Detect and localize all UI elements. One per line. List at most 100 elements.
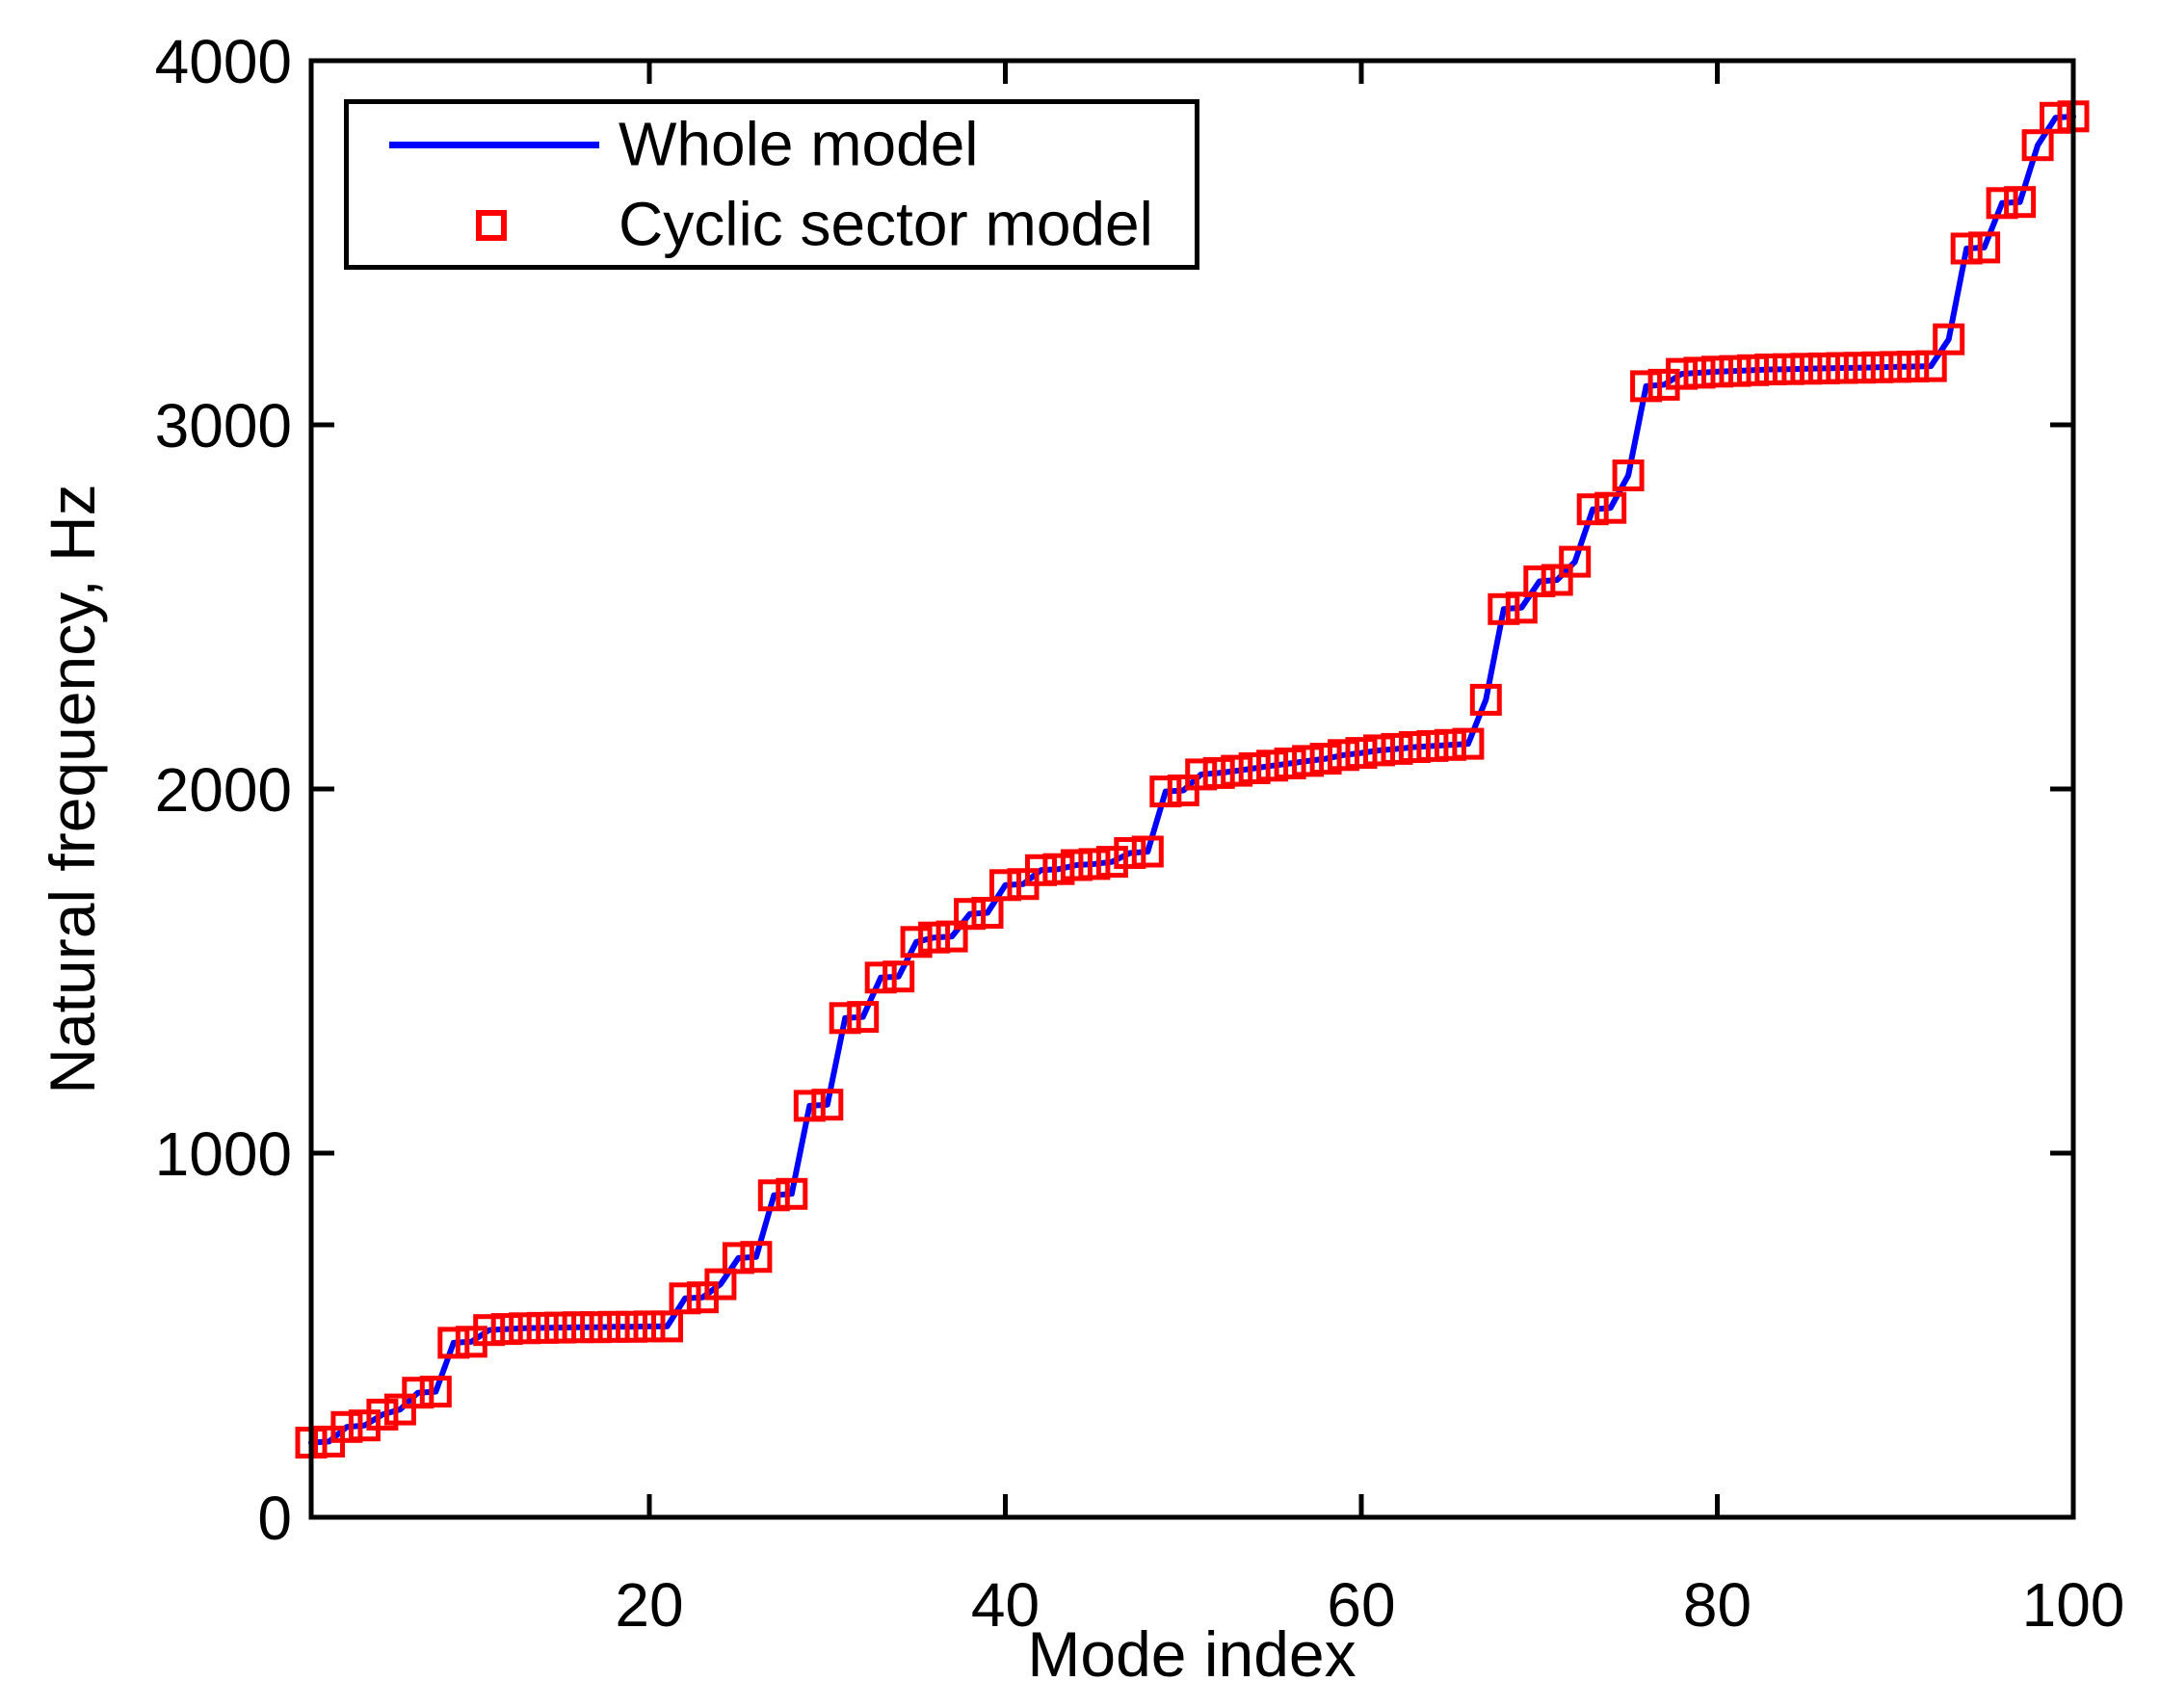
marker-point <box>1345 737 1378 770</box>
marker-point <box>633 1310 666 1343</box>
marker-point <box>419 1376 452 1408</box>
marker-point <box>1167 775 1199 806</box>
marker-point <box>1149 775 1182 808</box>
marker-point <box>811 1089 844 1121</box>
marker-point <box>864 961 897 994</box>
marker-point <box>989 869 1021 902</box>
chart-axes-layer <box>308 58 2076 1520</box>
marker-point <box>1434 728 1466 761</box>
marker-point <box>1683 356 1716 389</box>
marker-point <box>1025 854 1057 886</box>
marker-point <box>1202 756 1235 789</box>
marker-point <box>2021 129 2054 162</box>
chart-series-layer <box>295 100 2090 1458</box>
marker-point <box>1060 849 1093 881</box>
marker-point <box>1256 749 1289 782</box>
marker-point <box>1416 729 1449 762</box>
x-tick-label: 80 <box>1683 1570 1752 1640</box>
marker-point <box>1523 565 1556 597</box>
marker-point <box>1452 727 1485 760</box>
marker-point <box>383 1393 416 1426</box>
marker-point <box>829 1002 861 1035</box>
marker-point <box>722 1242 754 1274</box>
marker-point <box>900 926 933 959</box>
marker-point <box>544 1311 577 1344</box>
marker-point <box>1363 734 1395 767</box>
marker-point <box>1968 231 2001 264</box>
marker-point <box>669 1282 701 1315</box>
marker-point <box>918 921 951 954</box>
marker-point <box>1719 355 1752 387</box>
marker-point <box>1559 545 1592 578</box>
marker-point <box>954 898 987 931</box>
x-tick-label: 60 <box>1327 1570 1395 1640</box>
marker-point <box>1879 351 1911 383</box>
marker-point <box>1469 683 1502 716</box>
marker-point <box>1576 493 1609 526</box>
marker-point <box>704 1268 737 1301</box>
legend-label-cyclic-sector-model: Cyclic sector model <box>619 189 1153 259</box>
legend-label-whole-model: Whole model <box>619 109 979 179</box>
y-axis-title: Natural frequency, Hz <box>37 484 108 1094</box>
legend-item-cyclic-sector-model: Cyclic sector model <box>349 185 1195 265</box>
marker-point <box>1754 354 1787 385</box>
marker-point <box>1630 370 1663 403</box>
marker-point <box>580 1311 613 1344</box>
marker-point <box>882 960 915 993</box>
marker-point <box>1185 758 1218 791</box>
marker-point <box>1398 731 1431 763</box>
marker-point <box>1701 355 1733 388</box>
marker-point <box>1647 368 1680 401</box>
marker-point <box>1790 353 1823 385</box>
marker-point <box>437 1327 470 1359</box>
marker-point <box>1826 352 1858 384</box>
y-tick-label: 3000 <box>155 391 292 460</box>
marker-point <box>1381 732 1413 765</box>
marker-point <box>348 1409 381 1442</box>
legend-line-swatch <box>389 141 599 148</box>
x-tick-label: 100 <box>2022 1570 2125 1640</box>
marker-point <box>1950 232 1983 265</box>
y-tick-label: 2000 <box>155 755 292 825</box>
marker-point <box>473 1314 506 1347</box>
marker-point <box>1986 187 2018 220</box>
marker-point <box>490 1313 523 1346</box>
marker-point <box>793 1090 826 1122</box>
marker-point <box>740 1241 773 1274</box>
marker-point <box>597 1310 630 1343</box>
marker-point <box>616 1310 647 1343</box>
marker-point <box>1095 846 1128 879</box>
y-tick-label: 4000 <box>155 27 292 96</box>
marker-point <box>526 1311 559 1344</box>
legend: Whole model Cyclic sector model <box>344 99 1199 270</box>
marker-point <box>1914 350 1947 382</box>
marker-point <box>1807 352 1840 384</box>
marker-point <box>2040 101 2071 134</box>
marker-point <box>1897 351 1930 382</box>
marker-point <box>757 1179 790 1212</box>
marker-point <box>1861 351 1894 383</box>
marker-point <box>1541 564 1573 596</box>
marker-point <box>1292 745 1325 777</box>
marker-point <box>776 1177 808 1210</box>
y-tick-label: 1000 <box>155 1119 292 1189</box>
marker-point <box>1843 352 1876 384</box>
marker-point <box>1238 752 1271 784</box>
marker-point <box>1488 592 1520 625</box>
marker-point <box>935 920 968 953</box>
x-tick-label: 20 <box>615 1570 683 1640</box>
marker-point <box>509 1312 541 1345</box>
marker-point <box>402 1377 435 1409</box>
marker-point <box>1933 323 1965 355</box>
marker-point <box>2004 186 2037 219</box>
marker-point <box>1274 748 1306 779</box>
marker-point <box>1114 837 1146 869</box>
marker-point <box>366 1398 399 1431</box>
legend-open-square-swatch <box>476 209 507 241</box>
x-tick-label: 40 <box>971 1570 1040 1640</box>
series-markers-cyclic-sector-model <box>295 100 2090 1458</box>
marker-point <box>562 1311 594 1344</box>
marker-point <box>1309 743 1342 775</box>
